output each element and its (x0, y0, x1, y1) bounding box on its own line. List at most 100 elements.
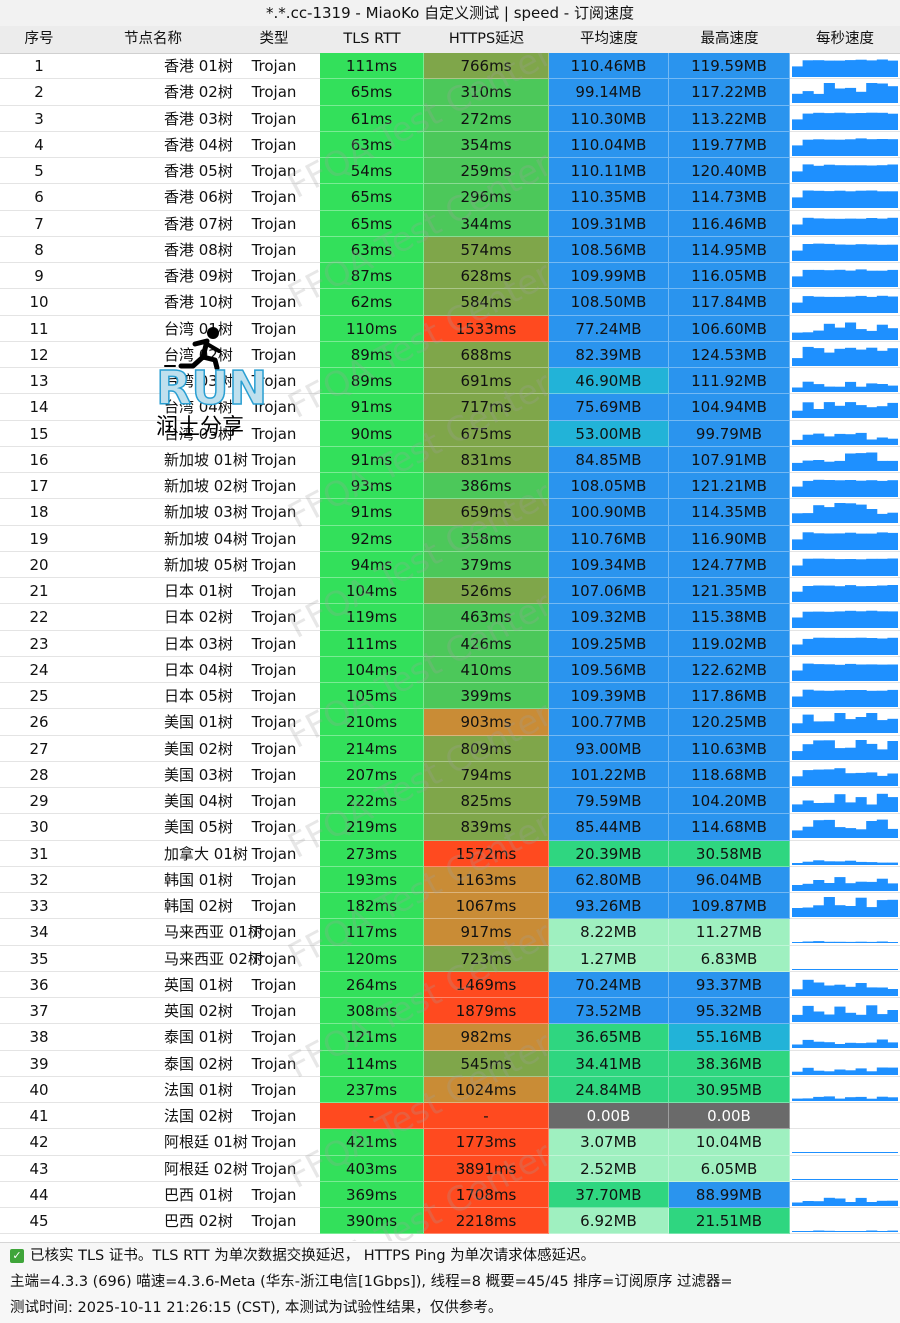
sparkline-bar (845, 1043, 857, 1049)
table-row[interactable]: 18 新加坡 03树 Trojan 91ms 659ms 100.90MB 114.35MB (0, 499, 900, 526)
table-row[interactable]: 34 马来西亚 01树 Trojan 117ms 917ms 8.22MB 11.27MB (0, 919, 900, 946)
table-row[interactable]: 28 美国 03树 Trojan 207ms 794ms 101.22MB 118.68MB (0, 761, 900, 788)
row-node-name: 泰国 02树 (78, 1051, 233, 1077)
col-node-name[interactable]: 节点名称 (124, 31, 182, 47)
table-row[interactable]: 23 日本 03树 Trojan 111ms 426ms 109.25MB 119.02MB (0, 630, 900, 657)
table-row[interactable]: 35 马来西亚 02树 Trojan 120ms 723ms 1.27MB 6.83MB (0, 945, 900, 972)
table-row[interactable]: 17 新加坡 02树 Trojan 93ms 386ms 108.05MB 121.21MB (0, 473, 900, 500)
sparkline-bar (813, 433, 825, 445)
table-row[interactable]: 6 香港 06树 Trojan 65ms 296ms 110.35MB 114.73MB (0, 184, 900, 211)
table-row[interactable]: 3 香港 03树 Trojan 61ms 272ms 110.30MB 113.22MB (0, 105, 900, 132)
table-row[interactable]: 40 法国 01树 Trojan 237ms 1024ms 24.84MB 30.95MB (0, 1076, 900, 1103)
sparkline-bar (855, 982, 867, 996)
row-index: 30 (0, 814, 78, 841)
table-row[interactable]: 5 香港 05树 Trojan 54ms 259ms 110.11MB 120.40MB (0, 158, 900, 185)
row-https-delay: 723ms (424, 945, 549, 972)
table-row[interactable]: 14 台湾 04树 Trojan 91ms 717ms 75.69MB 104.94MB (0, 394, 900, 421)
table-row[interactable]: 29 美国 04树 Trojan 222ms 825ms 79.59MB 104.20MB (0, 788, 900, 815)
table-row[interactable]: 25 日本 05树 Trojan 105ms 399ms 109.39MB 117.86MB (0, 683, 900, 710)
sparkline-bar (845, 772, 857, 786)
row-https-delay: 2218ms (424, 1208, 549, 1235)
table-row[interactable]: 10 香港 10树 Trojan 62ms 584ms 108.50MB 117.84MB (0, 289, 900, 316)
table-row[interactable]: 22 日本 02树 Trojan 119ms 463ms 109.32MB 115.38MB (0, 604, 900, 631)
sparkline-bar (813, 1178, 825, 1180)
sparkline-bar (813, 905, 825, 917)
table-row[interactable]: 20 新加坡 05树 Trojan 94ms 379ms 109.34MB 124.77MB (0, 551, 900, 578)
row-avg-speed: 8.22MB (549, 919, 669, 946)
sparkline-bar (792, 1152, 804, 1154)
table-row[interactable]: 33 韩国 02树 Trojan 182ms 1067ms 93.26MB 109.87MB (0, 893, 900, 920)
col-avg-speed[interactable]: 平均速度 (580, 31, 638, 47)
speed-sparkline (792, 1230, 898, 1232)
table-row[interactable]: 36 英国 01树 Trojan 264ms 1469ms 70.24MB 93.37MB (0, 971, 900, 998)
sparkline-bar (887, 797, 898, 812)
sparkline-bar (866, 1178, 878, 1180)
table-row[interactable]: 27 美国 02树 Trojan 214ms 809ms 93.00MB 110.63MB (0, 735, 900, 762)
sparkline-bar (866, 244, 878, 261)
sparkline-bar (813, 112, 825, 130)
table-row[interactable]: 4 香港 04树 Trojan 63ms 354ms 110.04MB 119.77MB (0, 131, 900, 158)
sparkline-bar (792, 644, 804, 655)
table-row[interactable]: 19 新加坡 04树 Trojan 92ms 358ms 110.76MB 116.90MB (0, 525, 900, 552)
table-row[interactable]: 37 英国 02树 Trojan 308ms 1879ms 73.52MB 95.32MB (0, 998, 900, 1025)
speed-sparkline (792, 876, 898, 891)
table-row[interactable]: 16 新加坡 01树 Trojan 91ms 831ms 84.85MB 107.91MB (0, 446, 900, 473)
sparkline-bar (855, 432, 867, 445)
row-speed-sparkline (790, 1208, 900, 1235)
row-index: 3 (0, 106, 78, 132)
table-row[interactable]: 30 美国 05树 Trojan 219ms 839ms 85.44MB 114.68MB (0, 814, 900, 841)
row-type: Trojan (228, 1129, 320, 1156)
col-tls-rtt[interactable]: TLS RTT (343, 31, 401, 47)
sparkline-bar (813, 139, 825, 156)
col-type[interactable]: 类型 (259, 31, 289, 47)
sparkline-bar (802, 243, 814, 261)
table-row[interactable]: 21 日本 01树 Trojan 104ms 526ms 107.06MB 121.35MB (0, 578, 900, 605)
sparkline-bar (887, 480, 898, 497)
table-row[interactable]: 7 香港 07树 Trojan 65ms 344ms 109.31MB 116.46MB (0, 210, 900, 237)
row-https-delay: 358ms (424, 525, 549, 552)
row-max-speed: 55.16MB (669, 1024, 790, 1051)
table-row[interactable]: 44 巴西 01树 Trojan 369ms 1708ms 37.70MB 88.99MB (0, 1181, 900, 1208)
table-row[interactable]: 8 香港 08树 Trojan 63ms 574ms 108.56MB 114.95MB (0, 236, 900, 263)
sparkline-bar (813, 243, 825, 261)
table-row[interactable]: 15 台湾 05树 Trojan 90ms 675ms 53.00MB 99.79MB (0, 420, 900, 447)
col-max-speed[interactable]: 最高速度 (700, 31, 759, 47)
table-row[interactable]: 2 香港 02树 Trojan 65ms 310ms 99.14MB 117.22MB (0, 79, 900, 106)
table-row[interactable]: 11 台湾 01树 Trojan 110ms 1533ms 77.24MB 106.60MB (0, 315, 900, 342)
sparkline-bar (834, 611, 846, 629)
table-row[interactable]: 39 泰国 02树 Trojan 114ms 545ms 34.41MB 38.36MB (0, 1050, 900, 1077)
check-icon: ✓ (10, 1249, 24, 1263)
row-type: Trojan (228, 657, 320, 683)
table-row[interactable]: 32 韩国 01树 Trojan 193ms 1163ms 62.80MB 96.04MB (0, 866, 900, 893)
table-row[interactable]: 45 巴西 02树 Trojan 390ms 2218ms 6.92MB 21.51MB (0, 1208, 900, 1235)
table-row[interactable]: 1 香港 01树 Trojan 111ms 766ms 110.46MB 119.59MB (0, 53, 900, 80)
col-index[interactable]: 序号 (24, 31, 54, 47)
sparkline-bar (866, 1042, 878, 1049)
table-row[interactable]: 9 香港 09树 Trojan 87ms 628ms 109.99MB 116.05MB (0, 263, 900, 290)
sparkline-bar (876, 191, 888, 209)
row-type: Trojan (228, 814, 320, 841)
table-row[interactable]: 38 泰国 01树 Trojan 121ms 982ms 36.65MB 55.16MB (0, 1024, 900, 1051)
col-per-second-speed[interactable]: 每秒速度 (816, 31, 874, 47)
table-row[interactable]: 43 阿根廷 02树 Trojan 403ms 3891ms 2.52MB 6.05MB (0, 1155, 900, 1182)
table-row[interactable]: 12 台湾 02树 Trojan 89ms 688ms 82.39MB 124.53MB (0, 341, 900, 368)
sparkline-bar (855, 405, 867, 419)
col-https-delay[interactable]: HTTPS延迟 (448, 31, 525, 47)
row-https-delay: 574ms (424, 236, 549, 263)
table-row[interactable]: 31 加拿大 01树 Trojan 273ms 1572ms 20.39MB 30.58MB (0, 840, 900, 867)
row-tls-rtt: 91ms (320, 446, 424, 473)
row-tls-rtt: 120ms (320, 945, 424, 972)
sparkline-bar (866, 347, 878, 366)
table-row[interactable]: 24 日本 04树 Trojan 104ms 410ms 109.56MB 122.62MB (0, 656, 900, 683)
table-row[interactable]: 42 阿根廷 01树 Trojan 421ms 1773ms 3.07MB 10.04MB (0, 1129, 900, 1156)
footer-line-cert: ✓ 已核实 TLS 证书。TLS RTT 为单次数据交换延迟， HTTPS Pin… (10, 1244, 595, 1268)
table-row[interactable]: 41 法国 02树 Trojan - -0.00B 0.00B (0, 1103, 900, 1130)
speed-sparkline (792, 767, 898, 786)
row-index: 24 (0, 657, 78, 683)
table-row[interactable]: 26 美国 01树 Trojan 210ms 903ms 100.77MB 120.25MB (0, 709, 900, 736)
sparkline-bar (802, 217, 814, 235)
sparkline-bar (792, 804, 804, 812)
row-tls-rtt: 104ms (320, 578, 424, 605)
sparkline-bar (876, 819, 888, 839)
table-row[interactable]: 13 台湾 03树 Trojan 89ms 691ms 46.90MB 111.92MB (0, 368, 900, 395)
